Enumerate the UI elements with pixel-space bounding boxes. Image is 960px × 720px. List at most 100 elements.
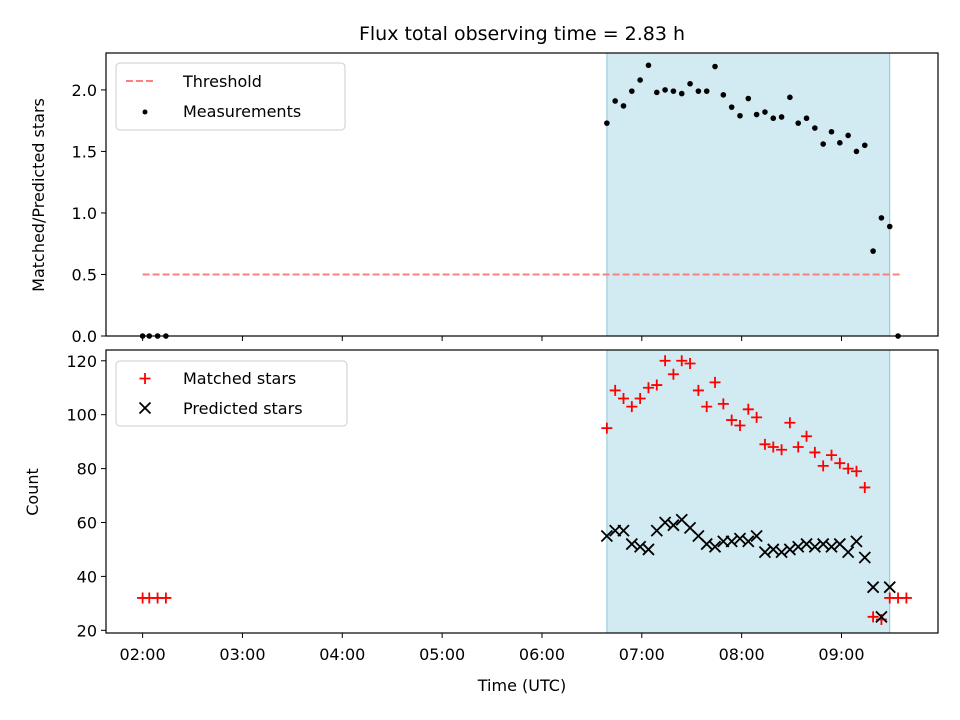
matched-stars-point	[900, 592, 912, 604]
matched-stars-point	[759, 438, 771, 450]
matched-stars-point	[734, 419, 746, 431]
measurement-point	[870, 248, 876, 254]
measurement-point	[629, 88, 635, 94]
matched-stars-point	[667, 368, 679, 380]
predicted-stars-point	[733, 532, 747, 545]
measurement-point	[762, 109, 768, 115]
matched-stars-point	[834, 457, 846, 469]
legend-box	[115, 62, 346, 131]
measurement-point	[770, 115, 777, 122]
measurement-point	[687, 80, 693, 87]
matched-stars-point	[859, 481, 871, 493]
matched-stars-point	[817, 460, 829, 472]
y-tick-label: 20	[77, 621, 97, 640]
matched-stars-point	[618, 393, 630, 405]
matched-stars-point	[867, 611, 879, 623]
matched-stars-point	[626, 401, 638, 413]
matched-stars-point	[809, 446, 821, 458]
x-tick-label: 09:00	[818, 645, 864, 664]
y-tick-label: 80	[77, 460, 97, 479]
x-tick-label: 05:00	[419, 645, 465, 664]
matched-stars-point	[726, 414, 738, 426]
y-tick-label: 1.5	[72, 142, 97, 161]
predicted-stars-point	[725, 535, 738, 548]
predicted-stars-point	[792, 540, 805, 553]
measurement-point	[861, 142, 868, 149]
y-tick-label: 2.0	[72, 81, 97, 100]
measurement-point	[820, 141, 826, 147]
chart-title: Flux total observing time = 2.83 h	[359, 23, 685, 45]
predicted-stars-point	[600, 529, 614, 543]
predicted-stars-point	[658, 516, 672, 529]
matched-stars-point	[609, 384, 621, 396]
measurement-point	[845, 132, 851, 139]
y-tick-label: 60	[77, 513, 97, 532]
legend-label-matched: Matched stars	[183, 369, 296, 388]
predicted-stars-point	[850, 535, 863, 548]
measurement-point	[720, 92, 727, 98]
top-panel: Flux total observing time = 2.83 h 0.0 0.…	[29, 23, 939, 346]
y-axis-ticks: 20 40 60 80 100 120	[66, 352, 106, 640]
measurement-point	[604, 120, 610, 126]
predicted-stars-point	[742, 535, 755, 548]
matched-stars-point	[634, 393, 646, 405]
matched-stars-point	[751, 411, 763, 423]
legend-label-threshold: Threshold	[182, 72, 262, 91]
measurement-point	[703, 88, 710, 94]
plot-marks	[137, 355, 912, 626]
predicted-stars-point	[808, 540, 822, 553]
matched-stars-point	[842, 463, 854, 475]
measurement-point	[745, 95, 752, 102]
x-tick-label: 07:00	[619, 645, 665, 664]
measurement-point	[670, 88, 677, 94]
measurement-point	[778, 114, 785, 120]
plot-marks	[139, 62, 901, 339]
legend-measurements-swatch	[142, 109, 148, 115]
x-tick-label: 06:00	[519, 645, 565, 664]
predicted-stars-point	[642, 543, 655, 556]
predicted-stars-point	[617, 524, 630, 537]
predicted-stars-point	[767, 543, 780, 556]
predicted-stars-point	[858, 551, 871, 564]
predicted-stars-point	[825, 540, 838, 553]
plot-frame	[105, 52, 939, 337]
matched-stars-point	[850, 465, 862, 477]
legend-box	[115, 360, 348, 427]
x-tick-label: 03:00	[219, 645, 265, 664]
measurement-point	[828, 128, 835, 135]
matched-stars-point	[826, 449, 838, 461]
predicted-stars-point	[875, 610, 888, 623]
predicted-stars-point	[667, 519, 680, 532]
matched-stars-point	[684, 357, 696, 369]
matched-stars-point	[801, 430, 813, 442]
predicted-stars-point	[775, 546, 788, 559]
measurement-point	[737, 112, 743, 119]
matched-stars-point	[776, 444, 788, 456]
predicted-stars-point	[758, 546, 772, 559]
matched-stars-point	[701, 401, 713, 413]
matched-stars-point	[659, 355, 671, 367]
predicted-stars-point	[783, 543, 797, 556]
measurement-point	[753, 111, 760, 118]
legend-predicted-swatch	[138, 401, 152, 415]
predicted-stars-point	[750, 529, 763, 543]
bottom-panel: 20 40 60 80 100 120 02:00 03:00 04:00 05:00 06:00…	[23, 349, 939, 695]
plot-frame	[105, 349, 939, 634]
matched-stars-point	[784, 417, 796, 429]
y-axis-label: Count	[23, 468, 42, 516]
predicted-stars-point	[634, 540, 647, 553]
measurement-point	[645, 62, 652, 69]
measurement-point	[812, 125, 818, 131]
matched-stars-point	[651, 379, 663, 391]
measurement-point	[620, 103, 627, 109]
y-tick-label: 1.0	[72, 204, 97, 223]
matched-stars-point	[601, 422, 613, 434]
measurement-point	[886, 223, 893, 230]
legend-label-predicted: Predicted stars	[183, 399, 303, 418]
matched-stars-point	[676, 355, 688, 367]
matched-stars-point	[767, 441, 779, 453]
matched-stars-point	[160, 592, 172, 604]
matched-stars-point	[792, 441, 804, 453]
predicted-stars-point	[866, 581, 880, 594]
predicted-stars-point	[842, 546, 855, 559]
